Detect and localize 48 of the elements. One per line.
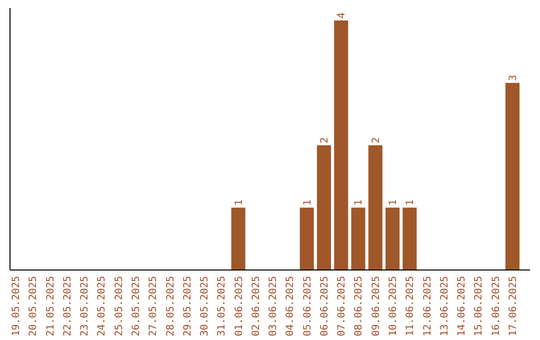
bar — [402, 208, 417, 270]
x-tick-label: 02.06.2025 — [250, 276, 262, 336]
x-tick-label: 20.05.2025 — [28, 276, 40, 336]
x-tick-label: 24.05.2025 — [96, 276, 108, 336]
x-tick-label: 25.05.2025 — [114, 276, 125, 336]
data-label: 1 — [354, 200, 365, 206]
x-tick-label: 14.06.2025 — [456, 276, 468, 336]
bar — [385, 208, 400, 270]
x-tick-label: 06.06.2025 — [319, 276, 330, 336]
x-tick-label: 17.06.2025 — [508, 276, 519, 336]
x-tick-label: 30.05.2025 — [200, 276, 211, 336]
bar — [334, 20, 348, 270]
bar — [300, 208, 314, 270]
x-tick-label: 22.05.2025 — [62, 276, 74, 336]
x-tick-label: 11.06.2025 — [405, 276, 416, 336]
x-tick-label: 15.06.2025 — [474, 276, 485, 336]
x-tick-label: 31.05.2025 — [216, 276, 228, 336]
x-tick-label: 08.06.2025 — [354, 276, 365, 336]
data-label: 3 — [508, 74, 519, 81]
x-tick-label: 13.06.2025 — [439, 276, 450, 336]
data-label: 1 — [405, 200, 416, 206]
bar — [231, 208, 246, 270]
x-tick-label: 05.06.2025 — [302, 276, 314, 336]
x-tick-label: 19.05.2025 — [11, 276, 22, 336]
data-label: 1 — [302, 200, 314, 206]
x-tick-label: 28.05.2025 — [165, 276, 176, 336]
bar — [316, 145, 332, 270]
x-tick-label: 01.06.2025 — [234, 276, 245, 336]
x-tick-label: 23.05.2025 — [80, 276, 91, 336]
data-label: 4 — [336, 12, 348, 18]
bar — [505, 82, 520, 270]
data-label: 1 — [388, 200, 400, 206]
data-label: 2 — [370, 137, 382, 144]
data-label: 2 — [319, 137, 330, 144]
x-tick-label: 21.05.2025 — [45, 276, 56, 336]
x-tick-label: 07.06.2025 — [336, 276, 348, 336]
x-tick-label: 26.05.2025 — [130, 276, 142, 336]
x-tick-label: 12.06.2025 — [422, 276, 434, 336]
x-tick-label: 27.05.2025 — [148, 276, 160, 336]
x-tick-label: 03.06.2025 — [268, 276, 280, 336]
bar — [368, 145, 382, 270]
data-label: 1 — [234, 200, 245, 206]
x-tick-label: 10.06.2025 — [388, 276, 400, 336]
x-tick-label: 09.06.2025 — [370, 276, 382, 336]
x-tick-label: 04.06.2025 — [285, 276, 296, 336]
x-tick-label: 16.06.2025 — [490, 276, 502, 336]
bar — [351, 208, 366, 270]
x-tick-label: 29.05.2025 — [182, 276, 194, 336]
